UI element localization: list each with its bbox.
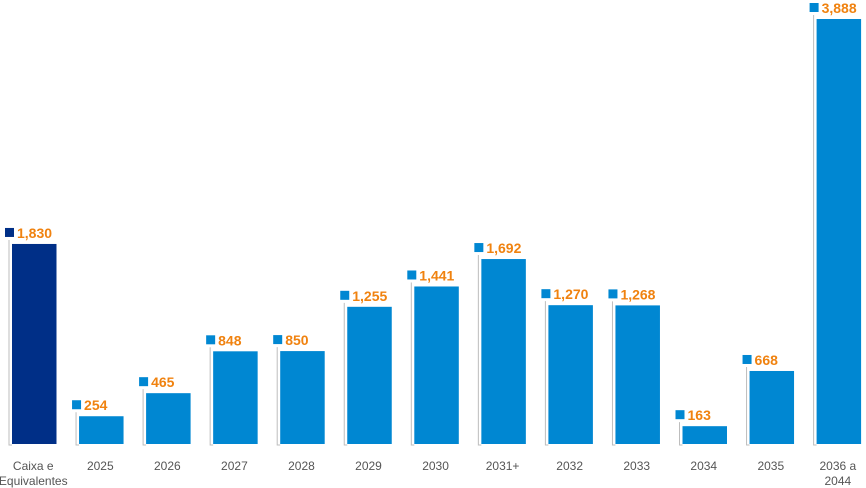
- bar-bracket-line: [343, 302, 348, 446]
- bar-bracket-line: [410, 282, 415, 446]
- bar-bracket-line: [276, 347, 281, 446]
- bar: [12, 243, 57, 444]
- bar-value-label: 1,270: [553, 286, 588, 302]
- bar-marker-square: [139, 377, 149, 387]
- bar: [816, 19, 862, 444]
- bar-marker-square: [608, 289, 618, 299]
- bar-marker-square: [675, 410, 685, 420]
- category-tick-label: 2028: [288, 459, 315, 473]
- bar-value-label: 668: [755, 352, 779, 368]
- category-tick-label: 2035: [757, 459, 784, 473]
- bar-value-label: 850: [285, 332, 309, 348]
- bar-bracket-line: [679, 422, 683, 446]
- bar-marker-square: [5, 227, 14, 237]
- category-tick-label: Caixa e Equivalentes: [0, 459, 68, 488]
- bar-marker-square: [340, 290, 350, 300]
- bar-marker-square: [809, 3, 819, 12]
- bar: [548, 305, 593, 444]
- bar-bracket-line: [611, 301, 616, 446]
- category-tick-label: 2030: [422, 459, 449, 473]
- category-tick-label: 2026: [154, 459, 181, 473]
- bar-marker-square: [541, 289, 551, 299]
- bar: [146, 393, 191, 444]
- bar-marker-square: [273, 335, 283, 345]
- bar-value-label: 1,441: [419, 267, 454, 283]
- category-tick-label: 2027: [221, 459, 248, 473]
- bar-value-label: 848: [218, 332, 242, 348]
- bar: [280, 351, 325, 444]
- category-tick-label: 2029: [355, 459, 382, 473]
- category-tick-label: 2033: [623, 459, 650, 473]
- bar-value-label: 465: [151, 374, 175, 390]
- bar-bracket-line: [544, 301, 549, 446]
- bar: [414, 286, 459, 444]
- bar: [749, 370, 795, 444]
- bar-marker-square: [72, 400, 82, 410]
- bar-value-label: 1,692: [486, 240, 521, 256]
- bar-bracket-line: [813, 15, 817, 446]
- bar: [347, 306, 392, 444]
- bar-marker-square: [474, 243, 484, 253]
- bar: [213, 351, 258, 444]
- bar: [682, 426, 727, 444]
- bar-bracket-line: [477, 255, 482, 446]
- bar-value-label: 163: [688, 407, 712, 423]
- bar-bracket-line: [75, 412, 80, 446]
- category-tick-label: 2032: [556, 459, 583, 473]
- bar-value-label: 1,268: [620, 286, 655, 302]
- bar: [615, 305, 660, 444]
- bar: [481, 259, 526, 444]
- bar-value-label: 3,888: [822, 0, 857, 16]
- bar-value-label: 254: [84, 397, 108, 413]
- bar-value-label: 1,830: [17, 225, 52, 241]
- bar-bracket-line: [746, 366, 750, 446]
- bar-value-label: 1,255: [352, 288, 387, 304]
- category-tick-label: 2025: [87, 459, 114, 473]
- category-tick-label: 2031+: [486, 459, 520, 473]
- bar-marker-square: [206, 335, 216, 345]
- bar-bracket-line: [209, 347, 214, 446]
- bar: [79, 416, 124, 444]
- bar-marker-square: [407, 270, 417, 280]
- category-tick-label: 2034: [690, 459, 717, 473]
- category-tick-label: 2036 a 2044: [819, 459, 856, 488]
- bars-layer: [5, 3, 862, 446]
- bar-bracket-line: [8, 239, 12, 446]
- bar-marker-square: [742, 354, 752, 364]
- bar-bracket-line: [142, 389, 147, 446]
